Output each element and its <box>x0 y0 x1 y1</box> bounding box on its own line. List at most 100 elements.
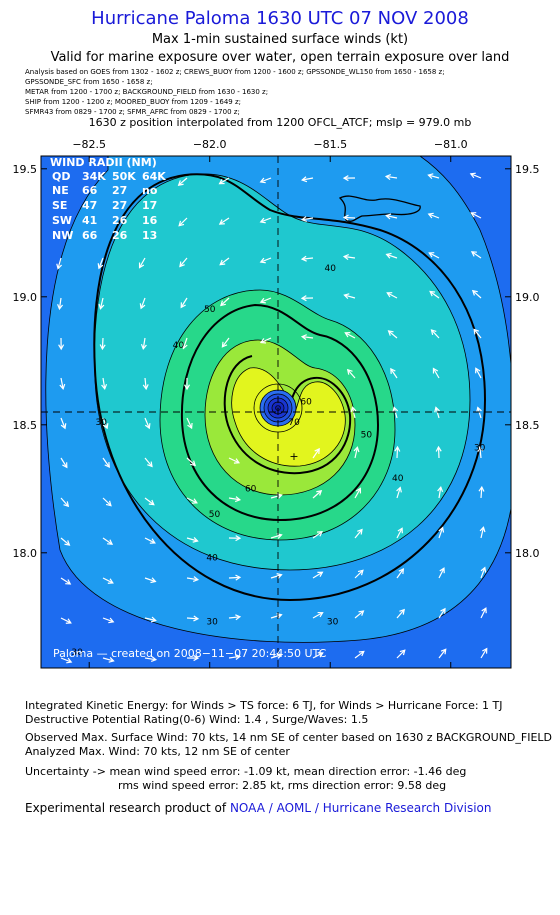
wind-arrow-head <box>56 263 63 270</box>
wind-arrow <box>312 612 323 619</box>
wind-arrow <box>438 567 445 579</box>
radii-cell: 17 <box>142 199 157 212</box>
wind-arrow <box>186 457 196 466</box>
wind-arrow-head <box>317 571 324 577</box>
wind-arrow-head <box>479 526 486 533</box>
wind-arrow <box>186 617 199 620</box>
wind-arrow <box>428 213 440 219</box>
wind-arrow-head <box>350 406 357 413</box>
wind-arrow <box>479 446 482 459</box>
wind-arrow <box>312 448 320 459</box>
wind-arrow-head <box>190 460 197 467</box>
wind-arrow <box>178 217 188 227</box>
x-tick-label-top: −82.5 <box>72 138 106 151</box>
wind-arrow-head <box>358 610 365 616</box>
wind-arrow-head <box>65 618 72 624</box>
wind-arrow-head <box>150 616 157 623</box>
wind-arrow-head <box>180 302 186 309</box>
wind-arrow <box>60 377 64 389</box>
hrd-link[interactable]: NOAA / AOML / Hurricane Research Divisio… <box>229 801 492 815</box>
wind-arrow <box>101 337 104 350</box>
wind-arrow <box>260 177 272 183</box>
wind-arrow-head <box>62 462 68 469</box>
wind-arrow-head <box>469 172 476 179</box>
wind-arrow <box>354 447 359 459</box>
wind-arrow-head <box>183 384 191 391</box>
wind-arrow <box>270 654 282 659</box>
wind-arrow-head <box>399 608 405 615</box>
radii-header: QD <box>52 170 70 183</box>
wind-arrow-head <box>396 486 402 493</box>
analysis-line: SFMR43 from 0829 - 1700 z; SFMR_AFRC fro… <box>25 108 240 116</box>
wind-arrow <box>302 217 314 221</box>
wind-arrow <box>438 527 444 539</box>
wind-arrow <box>228 655 240 659</box>
radii-cell: NW <box>52 229 73 242</box>
contour-label: 30 <box>206 617 218 627</box>
wind-arrow <box>219 217 230 225</box>
wind-arrow <box>144 377 147 390</box>
y-tick-label-right: 18.0 <box>515 547 540 560</box>
radius-64kt-line <box>223 355 352 475</box>
wind-arrow <box>144 617 156 622</box>
wind-arrow <box>393 407 398 419</box>
wind-arrow-head <box>435 445 442 452</box>
wind-arrow <box>99 297 104 309</box>
wind-arrow <box>60 657 72 663</box>
wind-arrow <box>270 534 282 539</box>
wind-arrow-head <box>440 648 447 655</box>
wind-arrow <box>220 297 230 306</box>
wind-arrows <box>56 172 488 664</box>
wind-arrow <box>354 650 365 659</box>
wind-arrow <box>60 497 69 507</box>
contour-label: 30 <box>457 149 469 159</box>
radii-cell: 66 <box>82 184 98 197</box>
wind-arrow-head <box>470 251 477 257</box>
wind-arrow-head <box>437 485 444 493</box>
wind-arrow-head <box>385 213 392 220</box>
wind-arrow-head <box>300 255 307 262</box>
radii-header: 50K <box>112 170 136 183</box>
wind-arrow <box>396 446 399 459</box>
wind-arrow <box>144 417 150 429</box>
wind-arrow <box>428 252 440 259</box>
wind-arrow-head <box>398 568 405 575</box>
wind-arrow <box>480 486 483 499</box>
wind-arrow-head <box>193 615 200 622</box>
y-tick-label-left: 19.5 <box>13 163 38 176</box>
wind-arrow <box>102 457 110 468</box>
uncertainty-line: Uncertainty -> mean wind speed error: -1… <box>25 765 467 778</box>
wind-arrow <box>312 531 323 539</box>
island-outline <box>338 195 421 222</box>
wind-arrow-head <box>434 406 440 413</box>
wind-arrow-head <box>384 174 391 181</box>
wind-arrow <box>431 329 440 339</box>
wind-arrow-head <box>438 526 445 533</box>
wind-arrow-head <box>259 338 267 344</box>
wind-arrow <box>302 177 314 181</box>
y-tick-label-left: 18.0 <box>13 547 38 560</box>
wind-contour-map: 30 30 30 30 30 30 40 40 40 40 50 50 50 60 60 70 + WIND … <box>13 138 540 675</box>
radii-cell: NE <box>52 184 69 197</box>
wind-arrow <box>102 417 108 429</box>
wind-arrow <box>186 417 193 429</box>
wind-arrow-head <box>390 367 396 374</box>
wind-arrow <box>472 290 482 299</box>
wind-arrow <box>312 571 323 579</box>
wind-arrow-head <box>440 607 446 614</box>
wind-arrow <box>396 527 403 539</box>
wind-arrow <box>432 368 440 379</box>
contour-label: 60 <box>245 484 257 494</box>
y-tick-label-left: 19.0 <box>13 291 38 304</box>
wind-arrow <box>386 214 398 219</box>
wind-arrow <box>228 457 240 464</box>
wind-arrow-head <box>59 383 66 390</box>
radii-cell: 27 <box>112 199 127 212</box>
wind-arrow-head <box>476 406 482 413</box>
wind-arrow <box>386 175 398 179</box>
wind-arrow-head <box>316 489 323 496</box>
wind-arrow <box>438 608 446 619</box>
analysis-line: METAR from 1200 - 1700 z; BACKGROUND_FIE… <box>25 88 269 96</box>
radii-cell: no <box>142 184 158 197</box>
wind-arrow-head <box>276 573 283 579</box>
